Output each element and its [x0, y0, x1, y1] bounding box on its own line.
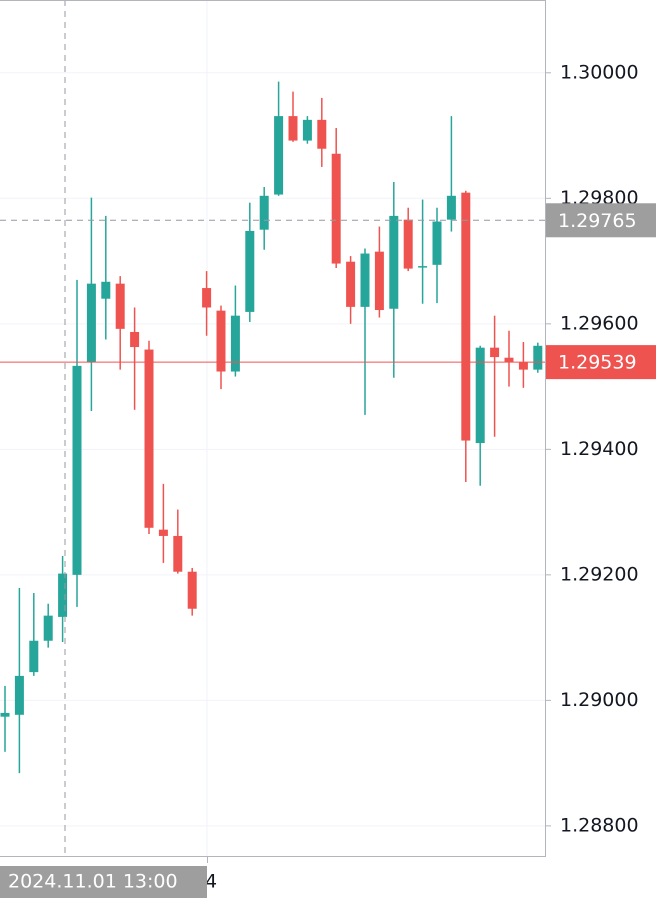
last-price-box [546, 345, 656, 380]
candle-body [518, 362, 528, 370]
crosshair-time-label: 2024.11.01 13:00 [8, 871, 178, 893]
candle-body [144, 349, 154, 528]
overlay [0, 0, 545, 856]
y-tick-label: 1.30000 [560, 61, 639, 83]
candle-body [173, 535, 183, 572]
y-tick-label: 1.29600 [560, 312, 639, 334]
y-tick-label: 1.29200 [560, 563, 639, 585]
candle-body [245, 230, 255, 312]
candle-body [475, 347, 485, 444]
candle-body [418, 266, 428, 268]
candle-body [158, 529, 168, 536]
candle-body [374, 251, 384, 311]
y-tick-label: 1.29000 [560, 689, 639, 711]
candle-body [187, 571, 197, 609]
candle-body [446, 195, 456, 220]
candle-body [461, 192, 471, 441]
candle-body [58, 573, 68, 617]
candle-body [432, 221, 442, 265]
crosshair-time-box [0, 866, 207, 898]
candle-body [0, 712, 10, 717]
candle-body [490, 347, 500, 358]
candle-body [130, 331, 140, 348]
candle-body [230, 315, 240, 372]
time-label-fragment: 4 [205, 871, 217, 893]
candle-body [202, 288, 212, 308]
candle-body [302, 119, 312, 141]
candle-body [288, 116, 298, 141]
candle-body [403, 219, 413, 269]
candle-body [274, 116, 284, 195]
y-tick-label: 1.28800 [560, 814, 639, 836]
candle-body [504, 357, 514, 363]
candles [0, 81, 543, 774]
candle-body [389, 215, 399, 309]
candle-body [72, 365, 82, 575]
candle-body [101, 281, 111, 299]
candle-body [533, 345, 543, 370]
grid [0, 72, 545, 827]
candle-body [216, 310, 226, 372]
crosshair-price-box [546, 203, 656, 238]
candle-body [317, 119, 327, 149]
candle-body [115, 283, 125, 329]
candle-body [29, 640, 39, 673]
candle-body [86, 283, 96, 363]
axis-labels: 1.288001.290001.292001.294001.296001.298… [0, 61, 656, 898]
crosshair-price-label: 1.29765 [558, 210, 637, 232]
candle-body [259, 195, 269, 230]
y-tick-label: 1.29400 [560, 438, 639, 460]
candle-body [346, 261, 356, 307]
candle-body [14, 675, 24, 715]
candle-body [360, 253, 370, 307]
last-price-label: 1.29539 [558, 352, 637, 374]
candle-body [331, 153, 341, 264]
candle-body [43, 615, 53, 641]
